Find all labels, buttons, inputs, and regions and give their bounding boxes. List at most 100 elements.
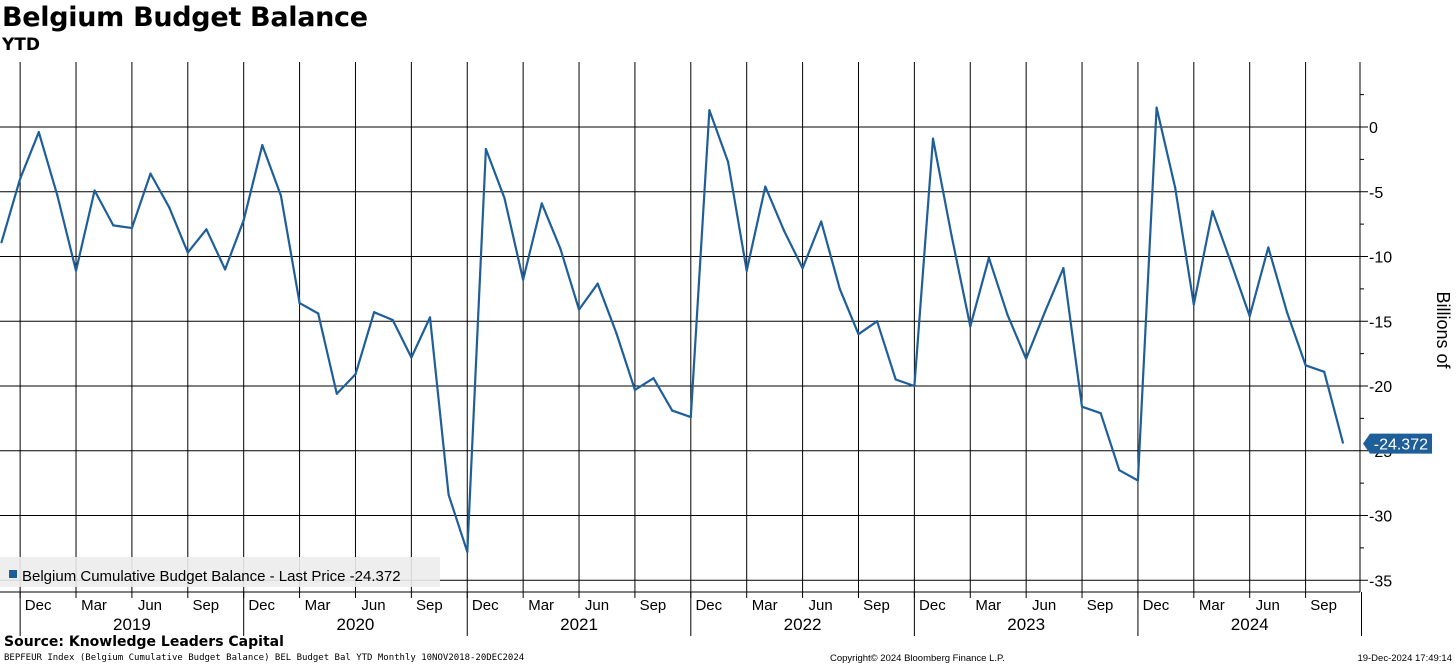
year-label: 2019	[113, 615, 151, 634]
data-point	[987, 256, 990, 259]
y-tick-label: -30	[1369, 509, 1392, 526]
data-point	[186, 251, 189, 254]
y-tick-label: -20	[1369, 379, 1392, 396]
data-point	[540, 202, 543, 205]
data-point	[838, 287, 841, 290]
data-point	[168, 206, 171, 209]
year-label: 2024	[1231, 615, 1269, 634]
data-point	[0, 241, 3, 244]
year-label: 2022	[784, 615, 822, 634]
ticker-info: BEPFEUR Index (Belgium Cumulative Budget…	[4, 653, 525, 663]
data-point	[522, 278, 525, 281]
data-point	[633, 388, 637, 391]
x-tick-label: Sep	[640, 597, 667, 614]
data-point	[1025, 357, 1028, 360]
data-point	[223, 268, 227, 271]
legend-swatch	[9, 570, 17, 578]
data-point	[410, 356, 413, 359]
series-layer	[0, 106, 1344, 553]
data-point	[1006, 313, 1009, 316]
data-point	[19, 177, 22, 180]
year-label: 2023	[1007, 615, 1045, 634]
copyright: Copyright© 2024 Bloomberg Finance L.P.	[830, 653, 1005, 664]
data-point	[1099, 412, 1102, 415]
x-tick-label: Jun	[361, 597, 385, 614]
x-tick-label: Sep	[1310, 597, 1337, 614]
data-point	[1192, 303, 1195, 306]
chart-subtitle: YTD	[2, 35, 41, 55]
data-point	[913, 384, 916, 388]
last-value-label: -24.372	[1374, 437, 1428, 454]
data-point	[242, 219, 245, 222]
data-point	[820, 220, 823, 223]
y-tick-label: -10	[1369, 250, 1392, 267]
x-tick-label: Jun	[1256, 597, 1280, 614]
data-point	[764, 185, 767, 188]
data-point	[373, 311, 376, 314]
data-point	[37, 131, 40, 134]
data-point	[1211, 210, 1214, 213]
data-point	[1080, 405, 1084, 408]
data-point	[1062, 267, 1065, 270]
data-point	[726, 160, 730, 164]
x-tick-label: Dec	[695, 597, 722, 614]
data-point	[279, 194, 283, 197]
data-point	[428, 316, 432, 319]
data-point	[1341, 441, 1344, 444]
data-point	[298, 302, 301, 305]
data-point	[559, 247, 562, 250]
data-point	[652, 377, 655, 380]
y-axis-label: Billions of	[1433, 291, 1453, 369]
data-point	[503, 197, 506, 200]
data-point	[1136, 479, 1140, 482]
data-point	[1248, 314, 1251, 318]
x-tick-label: Mar	[975, 597, 1001, 614]
data-point	[1155, 106, 1158, 109]
data-point	[1267, 246, 1270, 249]
data-point	[1118, 469, 1121, 472]
x-tick-label: Dec	[472, 597, 499, 614]
data-point	[950, 234, 953, 237]
series-line	[0, 106, 1344, 553]
data-point	[335, 392, 338, 395]
data-point	[130, 226, 134, 230]
x-tick-label: Sep	[416, 597, 443, 614]
y-tick-label: -35	[1369, 573, 1392, 590]
data-point	[671, 409, 674, 412]
x-tick-label: Sep	[192, 597, 219, 614]
y-tick-label: -5	[1369, 185, 1383, 202]
data-point	[1304, 364, 1307, 367]
data-point	[931, 137, 935, 140]
data-point	[969, 325, 972, 328]
data-point	[1229, 261, 1233, 265]
data-point	[354, 373, 357, 376]
year-label: 2020	[337, 615, 375, 634]
axis-ticks: 0-5-10-15-20-25-30-35DecMarJunSepDecMarJ…	[0, 62, 1392, 636]
legend-box	[0, 557, 440, 587]
x-tick-label: Mar	[1199, 597, 1225, 614]
grid-lines	[0, 62, 1360, 592]
x-tick-label: Sep	[1087, 597, 1114, 614]
data-point	[74, 269, 78, 272]
data-point	[708, 109, 711, 112]
x-tick-label: Dec	[25, 597, 52, 614]
x-tick-label: Mar	[528, 597, 554, 614]
legend: Belgium Cumulative Budget Balance - Last…	[0, 557, 440, 587]
timestamp: 19-Dec-2024 17:49:14	[1357, 653, 1452, 664]
data-point	[615, 331, 618, 335]
data-point	[857, 333, 860, 336]
data-point	[317, 312, 320, 315]
x-tick-label: Sep	[863, 597, 890, 614]
data-point	[261, 144, 264, 147]
data-point	[801, 267, 804, 270]
data-point	[112, 224, 115, 227]
x-tick-label: Dec	[919, 597, 946, 614]
x-tick-label: Dec	[248, 597, 275, 614]
year-label: 2021	[560, 615, 598, 634]
last-value-marker: -24.372	[1363, 433, 1432, 454]
data-point	[447, 493, 450, 496]
x-tick-label: Jun	[1032, 597, 1056, 614]
data-point	[1285, 311, 1289, 314]
x-tick-label: Mar	[305, 597, 331, 614]
data-point	[466, 550, 469, 553]
